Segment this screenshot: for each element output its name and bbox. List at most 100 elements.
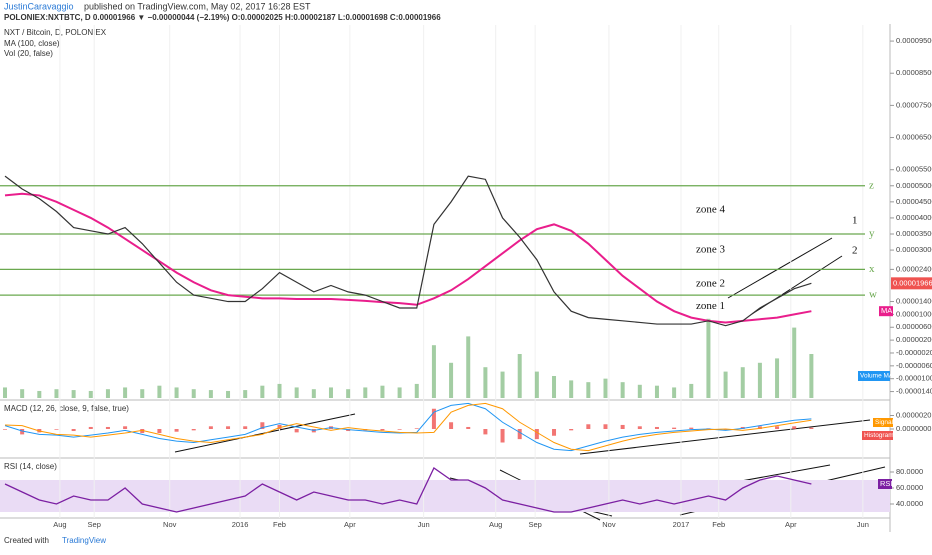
x-tick-label: Sep (528, 520, 541, 529)
symbol-line: POLONIEX:NXTBTC, D 0.00001966 ▼ −0.00000… (4, 13, 441, 22)
volume-bar (586, 382, 591, 398)
volume-bar (208, 390, 213, 398)
rsi-tag: RSI (880, 479, 893, 488)
histogram-bar (243, 426, 248, 429)
histogram-tag: Histogram (864, 432, 894, 439)
x-tick-label: Jun (857, 520, 869, 529)
rsi-band (0, 480, 890, 512)
histogram-bar (414, 428, 419, 429)
histogram-bar (723, 429, 728, 431)
x-tick-label: 2016 (232, 520, 249, 529)
signal-tag: Signal (875, 419, 894, 426)
y-tick-label: 0.00003000 (896, 245, 932, 254)
histogram-bar (534, 429, 539, 440)
y-tick-label: 0.00000600 (896, 322, 932, 331)
volume-bar (757, 362, 762, 398)
histogram-bar (517, 429, 522, 440)
x-tick-label: Aug (53, 520, 66, 529)
histogram-bar (603, 424, 608, 429)
volume-bar (226, 390, 231, 398)
rsi-tick-label: 40.0000 (896, 499, 923, 508)
volume-bar (654, 385, 659, 398)
zone-label: zone 4 (696, 203, 726, 215)
histogram-bar (123, 426, 128, 429)
histogram-bar (586, 424, 591, 429)
y-tick-label: 0.00005500 (896, 165, 932, 174)
x-tick-label: Nov (602, 520, 616, 529)
x-tick-label: Nov (163, 520, 177, 529)
histogram-bar (380, 429, 385, 431)
volume-tag: Volume MA (860, 373, 894, 380)
histogram-bar (757, 426, 762, 429)
volume-bar (37, 390, 42, 398)
histogram-bar (672, 427, 677, 429)
histogram-bar (174, 429, 179, 432)
author[interactable]: JustinCaravaggio (4, 1, 74, 11)
volume-bar (500, 371, 505, 398)
volume-bar (775, 358, 780, 398)
histogram-bar (500, 429, 505, 443)
zone-label: zone 3 (696, 244, 726, 256)
level-label: y (869, 228, 875, 240)
last-price-box (891, 277, 932, 290)
histogram-bar (431, 408, 436, 429)
volume-bar (174, 387, 179, 398)
trend-line (579, 419, 871, 455)
x-tick-label: 2017 (673, 520, 690, 529)
volume-bar (483, 367, 488, 398)
footer-brand[interactable]: TradingView (62, 536, 106, 545)
footer-created: Created with (4, 536, 49, 545)
y-tick-label: 0.00008500 (896, 68, 932, 77)
volume-bar (157, 385, 162, 398)
histogram-bar (277, 424, 282, 429)
y-tick-label: -0.00001400 (896, 387, 932, 396)
y-tick-label: 0.00005000 (896, 181, 932, 190)
level-label: w (869, 289, 877, 301)
volume-bar (723, 371, 728, 398)
histogram-bar (208, 426, 213, 429)
histogram-bar (689, 427, 694, 429)
macd-tick-label: 0.0000020 (896, 410, 931, 419)
level-label: z (869, 179, 874, 191)
histogram-bar (449, 422, 454, 429)
ma-legend: MA (100, close) (4, 39, 60, 48)
rsi-legend: RSI (14, close) (4, 462, 57, 471)
volume-bar (3, 387, 7, 398)
volume-bar (191, 389, 196, 398)
chart-title: NXT / Bitcoin, D, POLONIEX (4, 28, 107, 37)
histogram-bar (20, 429, 25, 435)
volume-bar (380, 385, 385, 398)
volume-bar (569, 380, 574, 398)
histogram-bar (792, 426, 797, 429)
x-tick-label: Apr (344, 520, 356, 529)
histogram-bar (71, 429, 76, 432)
histogram-bar (88, 426, 93, 429)
volume-bar (740, 367, 745, 398)
volume-bar (552, 376, 557, 398)
histogram-bar (260, 422, 265, 429)
y-tick-label: 0.00007500 (896, 100, 932, 109)
volume-bar (346, 389, 351, 398)
volume-bar (449, 362, 454, 398)
volume-bar (71, 390, 76, 398)
volume-bar (123, 387, 128, 398)
volume-bar (260, 385, 265, 398)
volume-bar (243, 390, 248, 398)
published: published on TradingView.com, May 02, 20… (84, 1, 311, 11)
volume-bar (689, 383, 694, 398)
ma-tag-box (879, 306, 893, 317)
volume-bar (54, 389, 59, 398)
histogram-tag-box (862, 431, 893, 440)
rsi-tick-label: 60.0000 (896, 483, 923, 492)
volume-bar (140, 389, 145, 398)
signal-line (4, 402, 812, 452)
rsi-tag-box (878, 479, 892, 489)
histogram-bar (294, 429, 299, 433)
y-tick-label: 0.00006500 (896, 133, 932, 142)
volume-bar (620, 382, 625, 398)
volume-bar (311, 389, 316, 398)
rsi-tick-label: 80.0000 (896, 467, 923, 476)
y-tick-label: 0.00001400 (896, 297, 932, 306)
volume-bar (792, 327, 797, 398)
